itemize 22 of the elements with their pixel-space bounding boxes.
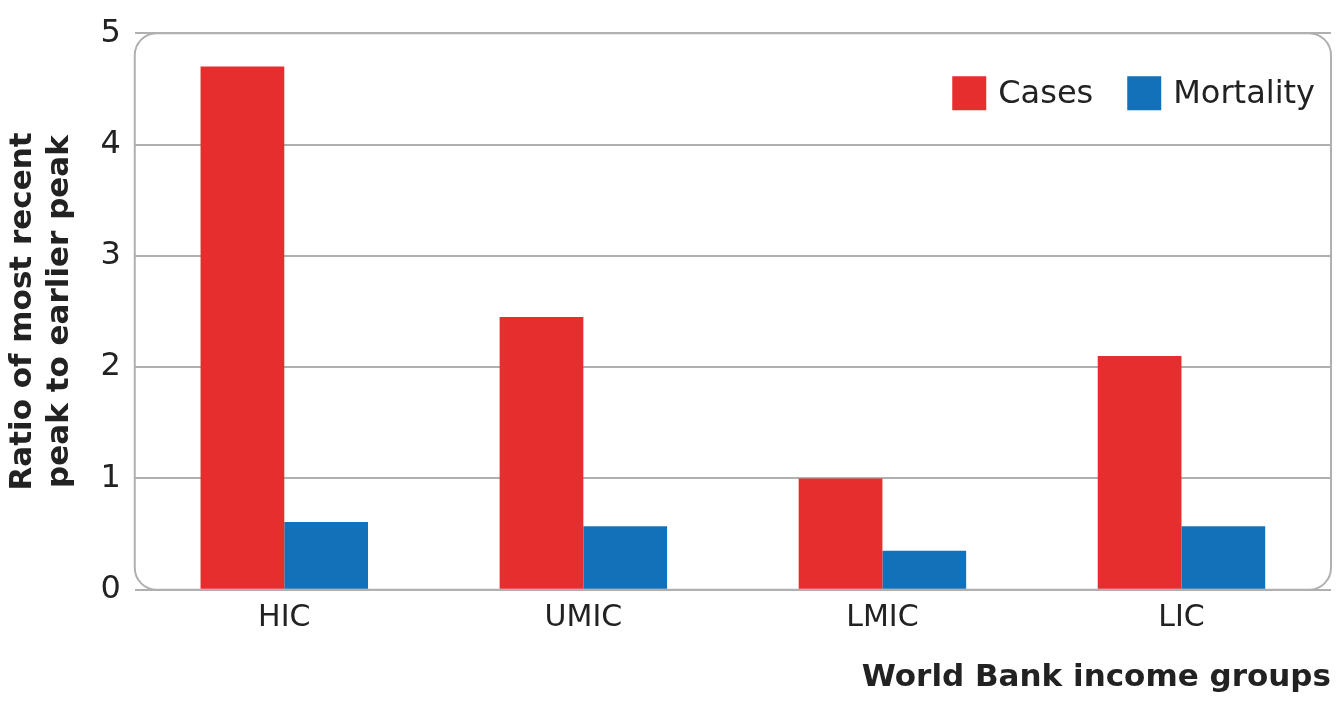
- y-tick-label: 3: [100, 234, 121, 273]
- bar: [1181, 526, 1266, 589]
- y-tick-label: 4: [100, 122, 121, 161]
- x-axis-title: World Bank income groups: [861, 657, 1331, 694]
- x-tick-label: LIC: [1158, 597, 1205, 633]
- y-tick-label: 2: [100, 345, 121, 384]
- bar: [284, 521, 369, 589]
- y-axis-title: Ratio of most recent peak to earlier peak: [1, 132, 75, 491]
- legend-label: Mortality: [1173, 72, 1315, 111]
- legend-label: Cases: [998, 72, 1094, 111]
- y-tick-label: 1: [100, 456, 121, 495]
- bar: [499, 317, 584, 589]
- bar: [583, 526, 668, 589]
- y-tick-label: 5: [100, 11, 121, 50]
- bar: [882, 550, 967, 589]
- bar: [798, 478, 883, 589]
- bar: [200, 66, 285, 589]
- bar: [1097, 356, 1182, 589]
- y-tick-label: 0: [100, 568, 121, 607]
- x-tick-label: HIC: [258, 597, 311, 633]
- x-tick-label: UMIC: [544, 597, 623, 633]
- x-tick-label: LMIC: [846, 597, 919, 633]
